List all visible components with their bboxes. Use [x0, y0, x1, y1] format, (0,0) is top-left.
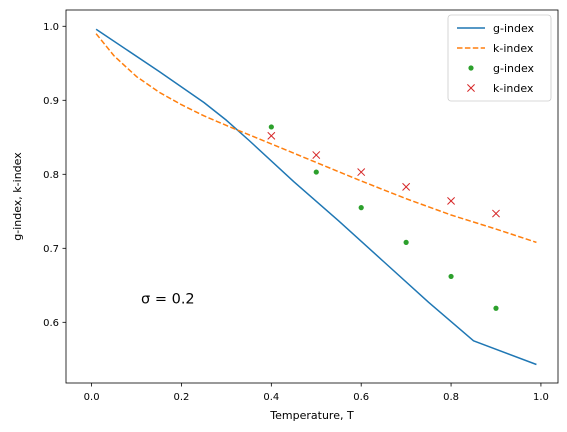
x-marker-stroke	[267, 131, 276, 140]
data-point-g-index-dot	[313, 169, 319, 175]
data-point-g-index-dot	[493, 305, 499, 311]
data-point-k-index-x	[312, 151, 321, 160]
data-point-g-index-dot	[268, 124, 274, 130]
legend-entry: g-index	[457, 22, 535, 35]
x-marker-stroke	[447, 196, 456, 205]
x-tick-label: 0.6	[353, 392, 369, 403]
x-tick-label: 0.2	[174, 392, 190, 403]
axes: 0.0 0.2 0.4 0.6 0.8 1.0 0.6 0.7 0.8 0.9 1.0	[43, 9, 559, 403]
legend-label: g-index	[493, 22, 535, 35]
legend-box	[447, 14, 552, 102]
y-tick-label: 0.6	[43, 318, 59, 329]
y-tick-label: 0.9	[43, 96, 59, 107]
legend-label: k-index	[493, 82, 534, 95]
data-point-k-index-x	[267, 131, 276, 140]
y-tick-label: 0.8	[43, 170, 59, 181]
legend-swatch-dot	[468, 65, 474, 71]
x-marker-stroke	[402, 182, 411, 191]
x-tick-label: 0.0	[84, 392, 100, 403]
x-tick-label: 0.4	[263, 392, 279, 403]
legend-entry: g-index	[468, 62, 535, 75]
series-line-k-index-1	[95, 33, 537, 244]
sigma-annotation: σ = 0.2	[141, 292, 195, 308]
x-tick-label: 1.0	[533, 392, 549, 403]
y-tick-label: 0.7	[43, 244, 59, 255]
data-point-k-index-x	[492, 209, 500, 218]
data-point-g-index-dot	[448, 273, 454, 280]
legend-swatch-x	[467, 84, 475, 92]
data-point-k-index-x	[357, 168, 366, 177]
legend-label: k-index	[493, 42, 534, 55]
x-tick-label: 0.8	[443, 392, 459, 403]
legend-entry: k-index	[467, 82, 534, 95]
x-marker-stroke	[357, 168, 366, 177]
x-axis-label: Temperature, T	[269, 409, 354, 422]
legend-entry: k-index	[457, 42, 534, 55]
series-line-g-index-0	[95, 28, 537, 366]
data-point-g-index-dot	[358, 205, 364, 211]
plot-area	[95, 28, 537, 366]
legend: g-index k-index g-index k-index	[447, 14, 552, 102]
data-point-g-index-dot	[403, 239, 409, 245]
data-point-k-index-x	[447, 196, 456, 205]
legend-label: g-index	[493, 62, 535, 75]
axes-frame	[65, 9, 559, 384]
data-point-k-index-x	[402, 182, 411, 191]
y-axis-label: g-index, k-index	[11, 152, 24, 241]
x-marker-stroke	[492, 209, 500, 218]
y-tick-label: 1.0	[43, 22, 59, 33]
x-marker-stroke	[312, 151, 321, 160]
